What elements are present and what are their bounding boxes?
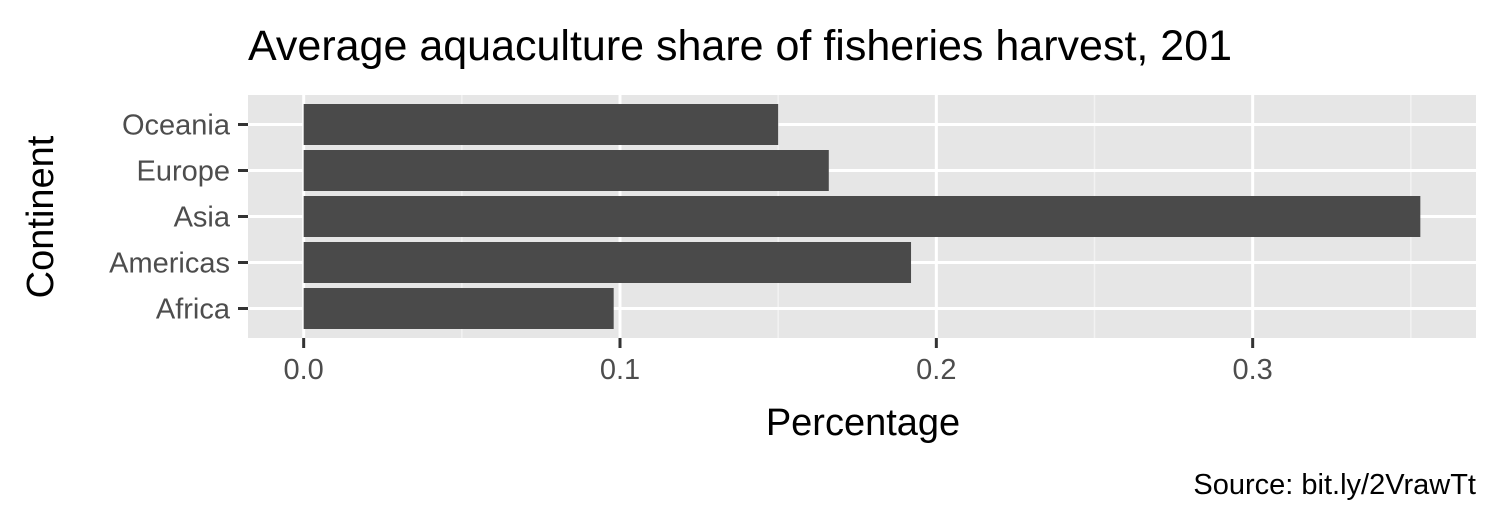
- bar-oceania: [303, 104, 779, 145]
- y-tick-label-oceania: Oceania: [122, 110, 231, 142]
- bar-europe: [303, 150, 829, 191]
- x-tick-label: 0.1: [600, 354, 640, 386]
- x-axis: 0.0 0.1 0.2 0.3: [284, 338, 1273, 386]
- y-axis-title: Continent: [20, 135, 62, 298]
- y-tick-label-africa: Africa: [156, 294, 231, 326]
- bars: [303, 104, 1421, 329]
- y-axis: Africa Americas Asia Europe Oceania: [109, 110, 248, 326]
- chart-title: Average aquaculture share of fisheries h…: [248, 22, 1232, 70]
- y-tick-label-europe: Europe: [136, 156, 230, 188]
- bar-americas: [303, 242, 912, 283]
- bar-asia: [303, 196, 1421, 237]
- x-tick-label: 0.2: [916, 354, 956, 386]
- y-tick-label-asia: Asia: [174, 202, 231, 234]
- source-caption: Source: bit.ly/2VrawTt: [1193, 469, 1476, 501]
- x-tick-label: 0.3: [1233, 354, 1273, 386]
- x-tick-label: 0.0: [284, 354, 324, 386]
- y-tick-label-americas: Americas: [109, 248, 230, 280]
- bar-africa: [303, 288, 614, 329]
- x-axis-title: Percentage: [766, 402, 960, 444]
